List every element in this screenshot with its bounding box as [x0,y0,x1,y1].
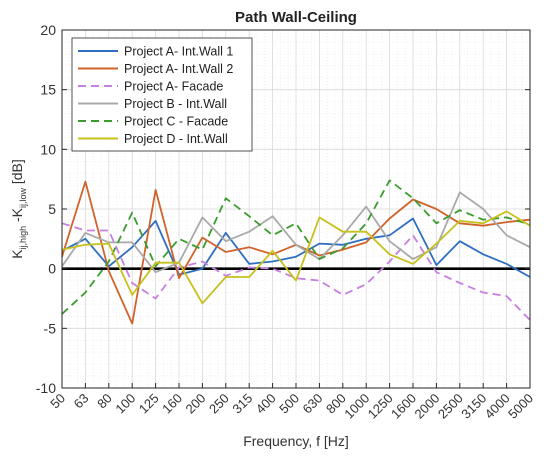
legend-label: Project C - Facade [124,115,228,129]
y-label-part2: -K [9,207,25,226]
y-axis-label: Kij,high -Kij,low [dB] [9,159,28,259]
series-line-5 [61,179,531,315]
y-tick-label: 0 [48,261,56,277]
y-ticks: -10 -5 0 5 10 15 20 [36,22,530,396]
series-line-4 [61,191,531,274]
y-tick-label: 20 [40,22,56,38]
y-tick-label: -5 [44,320,57,336]
legend-label: Project B - Int.Wall [124,97,227,111]
legend-box [71,37,253,152]
series-line-1 [61,217,531,278]
y-label-part1: K [9,249,25,259]
x-axis-label: Frequency, f [Hz] [243,433,349,449]
series-group [61,179,531,325]
legend-label: Project A- Facade [124,80,223,94]
y-tick-label: -10 [36,380,56,396]
y-tick-label: 10 [40,141,56,157]
y-label-part3: [dB] [9,159,25,188]
y-label-sub2: ij,low [18,188,28,209]
legend-label: Project A- Int.Wall 2 [124,62,233,76]
legend: Project A- Int.Wall 1 Project A- Int.Wall… [71,37,253,152]
chart-title: Path Wall-Ceiling [235,9,357,26]
y-label-sub1: ij,high [18,226,28,250]
series-line-6 [61,210,531,305]
legend-label: Project D - Int.Wall [124,132,228,146]
y-tick-label: 5 [48,201,56,217]
legend-label: Project A- Int.Wall 1 [124,45,233,59]
y-tick-label: 15 [40,82,56,98]
